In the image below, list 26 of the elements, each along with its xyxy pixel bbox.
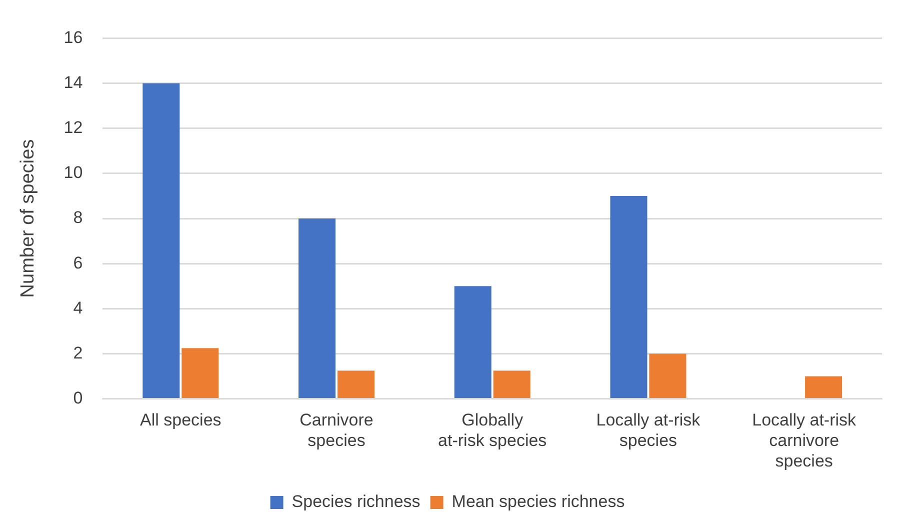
y-axis-title: Number of species bbox=[18, 139, 39, 298]
bar bbox=[298, 218, 336, 398]
bar bbox=[337, 370, 374, 398]
bar bbox=[610, 196, 648, 398]
bar bbox=[182, 348, 219, 398]
legend-label: Mean species richness bbox=[452, 492, 625, 512]
y-tick-label: 0 bbox=[73, 388, 83, 408]
y-tick-label: 4 bbox=[73, 298, 83, 318]
x-tick-label: Locally at-risk species bbox=[596, 410, 701, 450]
legend-label: Species richness bbox=[292, 492, 420, 512]
y-tick-label: 16 bbox=[64, 28, 83, 47]
y-tick-label: 6 bbox=[73, 253, 83, 272]
y-tick-label: 8 bbox=[73, 208, 83, 228]
x-tick-label: Globally at-risk species bbox=[438, 410, 547, 450]
y-tick-label: 10 bbox=[64, 163, 83, 182]
bar bbox=[454, 286, 492, 398]
y-tick-label: 12 bbox=[64, 118, 83, 138]
bar bbox=[649, 354, 686, 398]
x-tick-label: All species bbox=[140, 410, 222, 430]
y-tick-label: 2 bbox=[73, 343, 83, 362]
y-tick-label: 14 bbox=[64, 72, 83, 92]
bar bbox=[805, 376, 842, 398]
x-tick-label: Carnivore species bbox=[300, 410, 374, 450]
x-tick-label: Locally at-risk carnivore species bbox=[752, 410, 857, 470]
bar bbox=[142, 83, 180, 398]
bar bbox=[493, 370, 530, 398]
